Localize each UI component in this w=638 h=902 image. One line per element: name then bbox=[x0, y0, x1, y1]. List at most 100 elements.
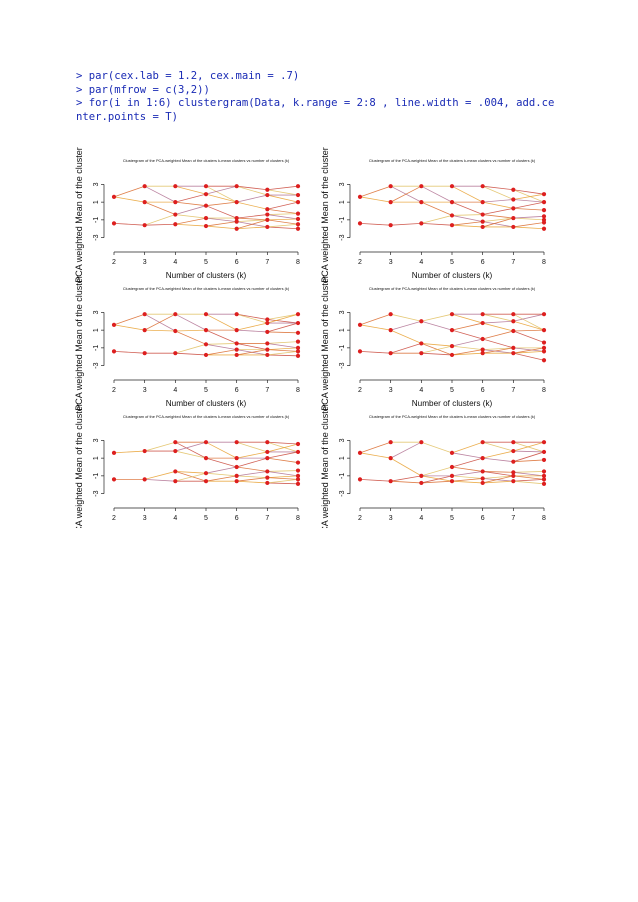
cluster-center-point bbox=[173, 448, 178, 454]
y-tick-label: 3 bbox=[339, 438, 346, 442]
cluster-line bbox=[205, 221, 237, 227]
cluster-center-point bbox=[295, 441, 301, 447]
cluster-center-point bbox=[234, 312, 239, 317]
cluster-center-point bbox=[203, 203, 209, 208]
cluster-line bbox=[451, 185, 483, 203]
cluster-center-point bbox=[265, 352, 270, 358]
cluster-center-point bbox=[541, 220, 547, 225]
cluster-center-point bbox=[234, 479, 239, 484]
code-line: > par(cex.lab = 1.2, cex.main = .7) bbox=[76, 70, 300, 82]
cluster-line bbox=[513, 351, 545, 354]
cluster-line bbox=[513, 441, 545, 452]
cluster-line bbox=[513, 347, 545, 352]
y-tick-label: -1 bbox=[93, 473, 100, 479]
cluster-line bbox=[390, 343, 422, 354]
cluster-center-point bbox=[234, 464, 239, 470]
cluster-center-point bbox=[173, 479, 178, 484]
cluster-lines bbox=[359, 441, 545, 485]
cluster-line bbox=[267, 223, 299, 228]
cluster-center-point bbox=[388, 351, 393, 356]
x-tick-label: 7 bbox=[265, 259, 269, 266]
cluster-line bbox=[513, 459, 545, 463]
cluster-center-point bbox=[449, 328, 455, 333]
cluster-line bbox=[113, 324, 145, 331]
cluster-line bbox=[451, 221, 483, 226]
cluster-line bbox=[267, 208, 299, 215]
cluster-center-point bbox=[265, 449, 270, 455]
cluster-line bbox=[451, 313, 483, 324]
cluster-line bbox=[113, 313, 145, 326]
cluster-line bbox=[236, 451, 268, 459]
cluster-center-point bbox=[265, 475, 270, 480]
cluster-center-points bbox=[111, 312, 301, 358]
cluster-line bbox=[421, 352, 453, 356]
cluster-center-point bbox=[265, 317, 270, 322]
cluster-center-point bbox=[295, 330, 301, 335]
x-tick-label: 4 bbox=[419, 515, 423, 522]
cluster-line bbox=[451, 471, 483, 477]
cluster-line bbox=[451, 352, 483, 356]
cluster-line bbox=[144, 214, 176, 226]
cluster-line bbox=[513, 193, 545, 200]
y-tick-label: 1 bbox=[339, 200, 346, 204]
y-tick-label: -3 bbox=[93, 234, 100, 240]
x-tick-label: 6 bbox=[481, 259, 485, 266]
cluster-line bbox=[236, 217, 268, 221]
cluster-center-point bbox=[541, 449, 547, 455]
cluster-line bbox=[482, 214, 514, 219]
cluster-center-point bbox=[142, 200, 147, 205]
cluster-line bbox=[267, 322, 299, 333]
cluster-line bbox=[513, 450, 545, 453]
cluster-line bbox=[144, 201, 176, 215]
cluster-center-points bbox=[111, 184, 301, 231]
cluster-center-point bbox=[234, 328, 239, 333]
x-tick-label: 7 bbox=[511, 387, 515, 394]
cluster-line bbox=[421, 441, 453, 454]
y-tick-label: 3 bbox=[93, 438, 100, 442]
y-tick-label: -1 bbox=[339, 473, 346, 479]
clustergram-panel: Clustergram of the PCA-weighted Mean of … bbox=[320, 147, 547, 283]
cluster-center-point bbox=[142, 223, 147, 228]
cluster-center-point bbox=[449, 213, 455, 218]
y-axis-label: PCA weighted Mean of the cluster bbox=[320, 275, 330, 411]
cluster-center-point bbox=[173, 200, 178, 205]
cluster-line bbox=[175, 217, 207, 225]
cluster-center-point bbox=[357, 450, 363, 455]
cluster-center-point bbox=[295, 449, 301, 455]
cluster-center-point bbox=[142, 351, 147, 356]
cluster-line bbox=[421, 343, 453, 356]
cluster-line bbox=[482, 471, 514, 473]
cluster-line bbox=[482, 475, 514, 484]
y-tick-label: 1 bbox=[339, 456, 346, 460]
cluster-center-point bbox=[234, 200, 239, 205]
cluster-line bbox=[482, 217, 514, 228]
cluster-line bbox=[175, 450, 207, 459]
cluster-center-point bbox=[234, 352, 239, 358]
cluster-line bbox=[175, 185, 207, 195]
cluster-line bbox=[482, 199, 514, 203]
cluster-line bbox=[175, 214, 207, 219]
cluster-center-point bbox=[265, 456, 270, 461]
cluster-line bbox=[513, 217, 545, 221]
x-tick-label: 8 bbox=[542, 515, 546, 522]
cluster-line bbox=[267, 479, 299, 484]
cluster-line bbox=[267, 354, 299, 357]
cluster-line bbox=[267, 471, 299, 477]
cluster-center-point bbox=[265, 217, 270, 222]
cluster-line bbox=[359, 452, 391, 459]
cluster-center-point bbox=[295, 460, 301, 465]
x-tick-label: 2 bbox=[358, 387, 362, 394]
cluster-line bbox=[205, 457, 237, 468]
cluster-center-point bbox=[295, 211, 301, 216]
cluster-line bbox=[451, 349, 483, 356]
cluster-center-point bbox=[295, 353, 301, 358]
cluster-line bbox=[267, 218, 299, 221]
cluster-center-point bbox=[449, 352, 455, 358]
cluster-center-point bbox=[173, 351, 178, 356]
cluster-center-point bbox=[449, 479, 455, 484]
cluster-line bbox=[175, 205, 207, 215]
cluster-center-point bbox=[419, 473, 424, 478]
cluster-line bbox=[390, 475, 422, 482]
cluster-center-point bbox=[419, 200, 424, 205]
cluster-line bbox=[267, 319, 299, 324]
